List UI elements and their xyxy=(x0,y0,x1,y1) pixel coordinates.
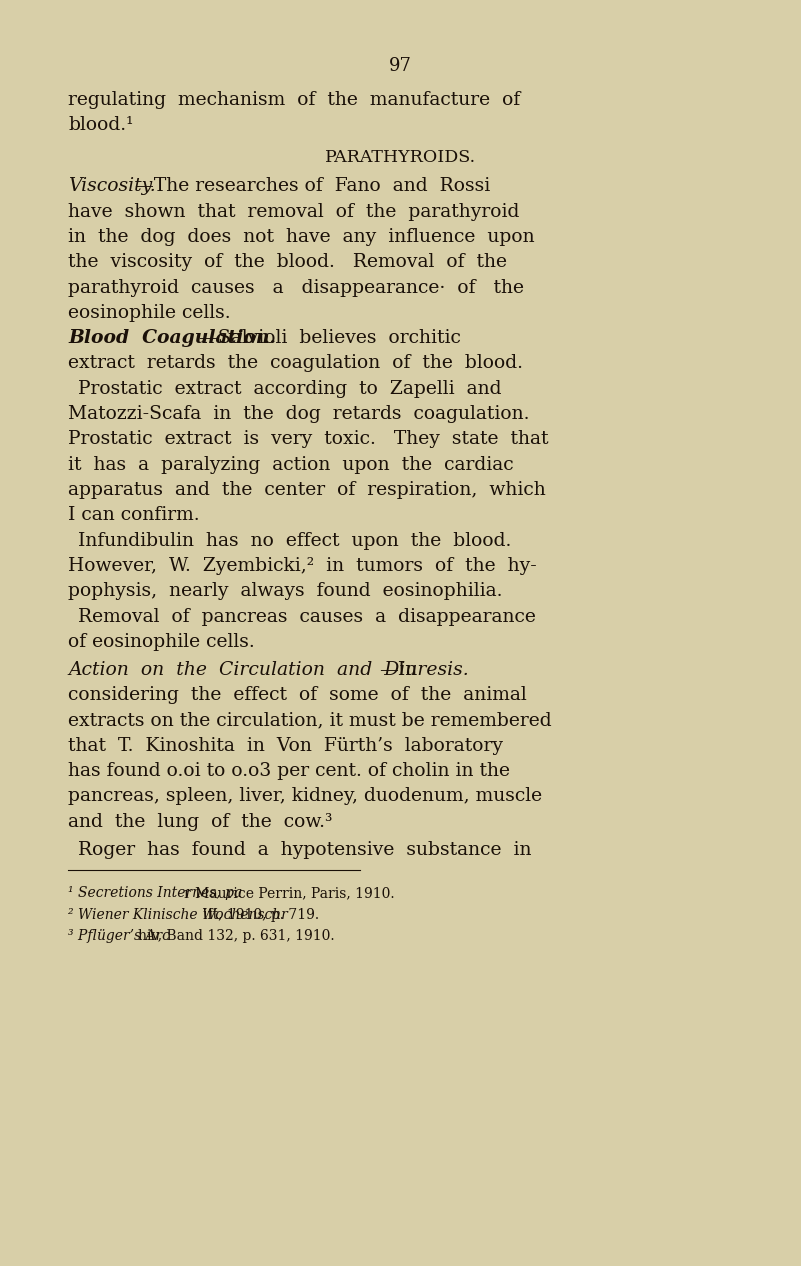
Text: and  the  lung  of  the  cow.³: and the lung of the cow.³ xyxy=(68,813,332,830)
Text: pancreas, spleen, liver, kidney, duodenum, muscle: pancreas, spleen, liver, kidney, duodenu… xyxy=(68,787,542,805)
Text: of eosinophile cells.: of eosinophile cells. xyxy=(68,633,255,651)
Text: Matozzi-Scafa  in  the  dog  retards  coagulation.: Matozzi-Scafa in the dog retards coagula… xyxy=(68,405,529,423)
Text: eosinophile cells.: eosinophile cells. xyxy=(68,304,231,322)
Text: However,  W.  Zyembicki,²  in  tumors  of  the  hy-: However, W. Zyembicki,² in tumors of the… xyxy=(68,557,537,575)
Text: have  shown  that  removal  of  the  parathyroid: have shown that removal of the parathyro… xyxy=(68,203,520,220)
Text: it  has  a  paralyzing  action  upon  the  cardiac: it has a paralyzing action upon the card… xyxy=(68,456,513,473)
Text: Action  on  the  Circulation  and  Diuresis.: Action on the Circulation and Diuresis. xyxy=(68,661,469,679)
Text: that  T.  Kinoshita  in  Von  Fürth’s  laboratory: that T. Kinoshita in Von Fürth’s laborat… xyxy=(68,737,503,755)
Text: r Maurice Perrin, Paris, 1910.: r Maurice Perrin, Paris, 1910. xyxy=(184,886,395,900)
Text: Removal  of  pancreas  causes  a  disappearance: Removal of pancreas causes a disappearan… xyxy=(78,608,537,625)
Text: the  viscosity  of  the  blood.   Removal  of  the: the viscosity of the blood. Removal of t… xyxy=(68,253,507,271)
Text: Blood  Coagulation.: Blood Coagulation. xyxy=(68,329,276,347)
Text: Prostatic  extract  according  to  Zapelli  and: Prostatic extract according to Zapelli a… xyxy=(78,380,502,398)
Text: PARATHYROIDS.: PARATHYROIDS. xyxy=(325,149,476,166)
Text: extract  retards  the  coagulation  of  the  blood.: extract retards the coagulation of the b… xyxy=(68,354,523,372)
Text: Roger  has  found  a  hypotensive  substance  in: Roger has found a hypotensive substance … xyxy=(78,841,532,858)
Text: ift, 1910, p. 719.: ift, 1910, p. 719. xyxy=(203,908,319,922)
Text: —The researches of  Fano  and  Rossi: —The researches of Fano and Rossi xyxy=(135,177,490,195)
Text: ³ Pflüger’s Arc: ³ Pflüger’s Arc xyxy=(68,929,170,943)
Text: —In: —In xyxy=(379,661,417,679)
Text: 97: 97 xyxy=(389,57,412,75)
Text: —Salvioli  believes  orchitic: —Salvioli believes orchitic xyxy=(199,329,461,347)
Text: Viscosity.: Viscosity. xyxy=(68,177,156,195)
Text: blood.¹: blood.¹ xyxy=(68,116,134,134)
Text: regulating  mechanism  of  the  manufacture  of: regulating mechanism of the manufacture … xyxy=(68,91,521,109)
Text: extracts on the circulation, it must be remembered: extracts on the circulation, it must be … xyxy=(68,711,552,729)
Text: hiv, Band 132, p. 631, 1910.: hiv, Band 132, p. 631, 1910. xyxy=(138,929,334,943)
Text: parathyroid  causes   a   disappearance·  of   the: parathyroid causes a disappearance· of t… xyxy=(68,279,524,296)
Text: apparatus  and  the  center  of  respiration,  which: apparatus and the center of respiration,… xyxy=(68,481,545,499)
Text: I can confirm.: I can confirm. xyxy=(68,506,199,524)
Text: ¹ Secretions Internes, pa: ¹ Secretions Internes, pa xyxy=(68,886,243,900)
Text: Prostatic  extract  is  very  toxic.   They  state  that: Prostatic extract is very toxic. They st… xyxy=(68,430,549,448)
Text: pophysis,  nearly  always  found  eosinophilia.: pophysis, nearly always found eosinophil… xyxy=(68,582,502,600)
Text: ² Wiener Klinische Wochenschr: ² Wiener Klinische Wochenschr xyxy=(68,908,288,922)
Text: considering  the  effect  of  some  of  the  animal: considering the effect of some of the an… xyxy=(68,686,527,704)
Text: Infundibulin  has  no  effect  upon  the  blood.: Infundibulin has no effect upon the bloo… xyxy=(78,532,512,549)
Text: has found o.oi to o.o3 per cent. of cholin in the: has found o.oi to o.o3 per cent. of chol… xyxy=(68,762,510,780)
Text: in  the  dog  does  not  have  any  influence  upon: in the dog does not have any influence u… xyxy=(68,228,535,246)
